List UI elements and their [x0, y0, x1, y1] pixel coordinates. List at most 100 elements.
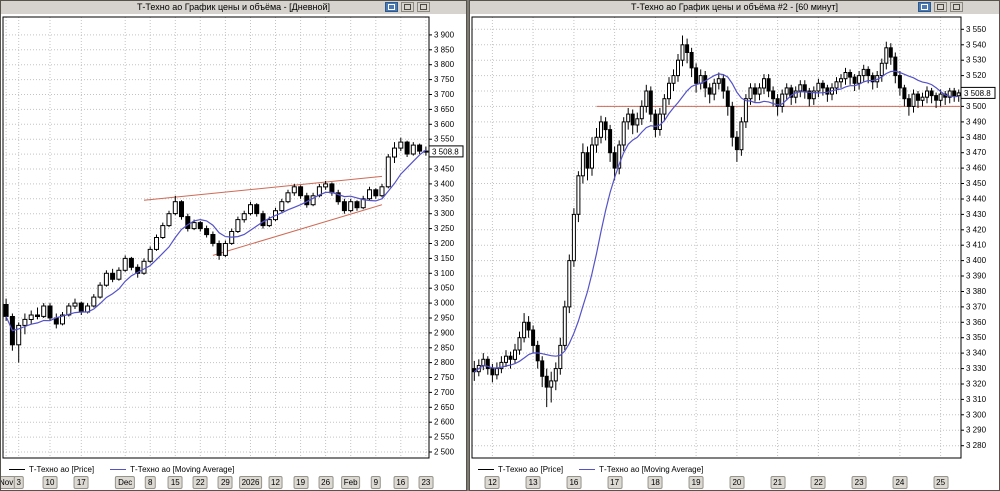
x-axis-label: 16: [393, 476, 409, 489]
x-axis-label: 23: [851, 476, 867, 489]
legend-label: Т-Техно ао [Price]: [29, 464, 95, 474]
candle: [807, 90, 812, 100]
candle: [694, 67, 699, 84]
candle: [635, 118, 640, 126]
y-axis-label: 3 000: [434, 299, 455, 308]
candle: [553, 368, 558, 382]
candle: [335, 192, 341, 203]
y-axis-label: 2 600: [434, 418, 455, 427]
candle: [41, 305, 47, 317]
titlebar-daily[interactable]: Т-Техно ао График цены и объёма - [Дневн…: [1, 1, 466, 15]
candle: [72, 302, 78, 307]
candle: [879, 62, 884, 77]
candle: [590, 144, 594, 169]
candle: [3, 304, 9, 317]
y-axis-label: 2 850: [434, 343, 455, 352]
y-axis-label: 3 500: [966, 102, 987, 111]
x-axis: 12 13 16 17 18 19 20 21 22 23 24 25: [470, 475, 998, 490]
candle: [485, 358, 490, 370]
candle: [35, 314, 40, 317]
candle: [341, 201, 347, 212]
x-axis-label: 17: [607, 476, 623, 489]
candle: [504, 355, 508, 363]
y-axis-label: 3 700: [434, 90, 455, 99]
legend-item-ma: Т-Техно ао [Moving Average]: [579, 465, 703, 474]
candle: [608, 129, 613, 154]
candle: [499, 361, 504, 370]
candle: [298, 186, 304, 197]
candle: [110, 272, 116, 280]
candle: [147, 248, 153, 262]
candle: [793, 90, 798, 98]
titlebar-button-2[interactable]: [401, 2, 414, 12]
candle: [599, 121, 603, 138]
y-axis-label: 3 410: [966, 241, 987, 250]
candle: [603, 121, 608, 131]
candle: [179, 201, 184, 218]
x-axis-label: 16: [566, 476, 582, 489]
candle: [929, 90, 934, 97]
candle: [235, 219, 241, 233]
candle: [549, 380, 554, 388]
x-axis-label: 29: [217, 476, 233, 489]
titlebar-button-3[interactable]: [950, 2, 963, 12]
candle: [410, 144, 416, 155]
y-axis-label: 3 390: [966, 272, 987, 281]
y-axis-label: 2 650: [434, 403, 455, 412]
x-axis-label: 20: [729, 476, 745, 489]
candle: [576, 175, 581, 215]
candle: [154, 237, 159, 250]
y-axis-label: 3 320: [966, 380, 987, 389]
y-axis-label: 2 500: [434, 448, 455, 457]
candle: [897, 75, 902, 89]
y-axis-label: 3 420: [966, 225, 987, 234]
x-axis-label: 22: [810, 476, 826, 489]
candle: [902, 87, 907, 100]
x-axis-label: 13: [525, 476, 541, 489]
y-axis-label: 3 480: [966, 133, 987, 142]
price-chart-daily-canvas[interactable]: 2 500 2 550 2 600 2 650 2 700 2 750 2 800 2 850…: [1, 14, 466, 463]
titlebar-buttons: [385, 2, 430, 12]
active-tool-button[interactable]: [385, 2, 398, 12]
grid-icon: [420, 4, 427, 10]
candle: [210, 234, 216, 244]
y-axis-label: 3 530: [966, 56, 987, 65]
candle: [191, 222, 197, 230]
panel-icon: [937, 4, 944, 10]
candle: [544, 375, 549, 388]
moving-average-line: [473, 70, 959, 373]
candle: [938, 93, 943, 101]
candle: [884, 47, 889, 64]
y-axis-label: 3 800: [434, 60, 455, 69]
candle: [160, 225, 166, 239]
plot-frame: [2, 16, 430, 459]
chart-legend: Т-Техно ао [Price] Т-Техно ао [Moving Av…: [470, 463, 998, 475]
candle: [540, 360, 545, 377]
plot-frame: [471, 16, 962, 459]
candle: [721, 78, 726, 92]
x-axis-label: 18: [647, 476, 663, 489]
candle: [28, 314, 34, 320]
titlebar-button-3[interactable]: [417, 2, 430, 12]
candle: [888, 47, 893, 58]
candle: [685, 44, 690, 53]
price-chart-60min-canvas[interactable]: 3 280 3 290 3 300 3 310 3 320 3 330 3 340 3 350…: [470, 14, 999, 463]
titlebar-button-2[interactable]: [934, 2, 947, 12]
y-axis-label: 3 150: [434, 254, 455, 263]
candle: [626, 113, 631, 123]
candle: [952, 90, 957, 97]
y-axis-label: 3 850: [434, 45, 455, 54]
current-price-tag: [428, 145, 464, 158]
candle: [893, 56, 898, 77]
candle: [911, 93, 916, 107]
candle: [870, 75, 875, 83]
titlebar-60min[interactable]: Т-Техно ао График цены и объёма #2 - [60…: [470, 1, 999, 15]
candle: [47, 305, 53, 319]
candle: [385, 156, 391, 188]
candle: [354, 201, 360, 209]
active-tool-button[interactable]: [918, 2, 931, 12]
candle: [920, 96, 925, 101]
y-axis-label: 3 280: [966, 441, 987, 450]
candle: [508, 355, 513, 360]
candle: [22, 318, 28, 326]
